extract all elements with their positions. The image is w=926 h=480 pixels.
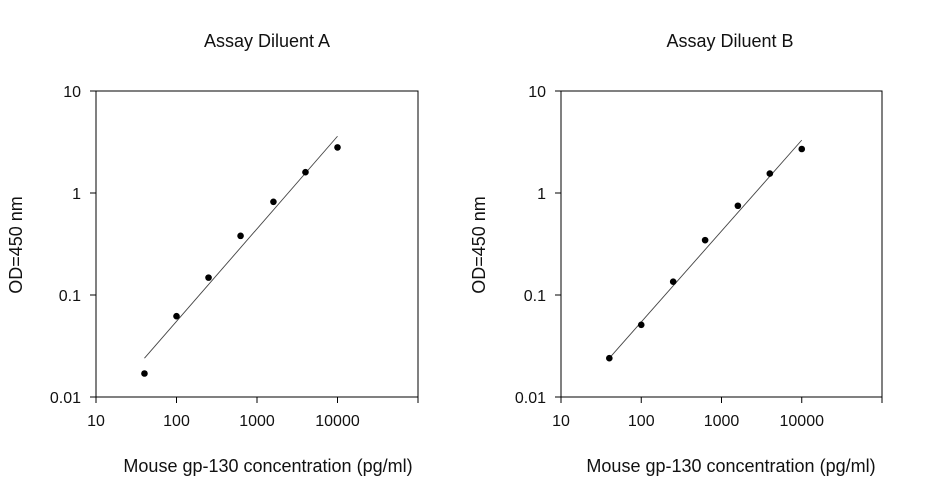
data-point bbox=[173, 312, 180, 320]
y-tick-label: 10 bbox=[63, 84, 81, 101]
plot-frame bbox=[95, 90, 419, 398]
y-axis-label: OD=450 nm bbox=[469, 196, 489, 294]
x-tick-label: 100 bbox=[163, 413, 190, 430]
fit-line bbox=[144, 135, 338, 359]
data-point bbox=[270, 198, 277, 206]
y-tick-label: 0.01 bbox=[515, 390, 546, 407]
plot-area: 10 100 1000 10000 0.01 0.1 1 10 bbox=[515, 84, 883, 430]
y-axis-label: OD=450 nm bbox=[6, 196, 26, 294]
data-point bbox=[798, 145, 806, 153]
data-point bbox=[141, 370, 148, 377]
chart-panel-a: Assay Diluent A OD=450 nm Mouse gp-130 c… bbox=[6, 31, 419, 476]
data-point bbox=[701, 236, 709, 244]
x-tick-label: 10000 bbox=[780, 413, 825, 430]
data-point bbox=[334, 144, 341, 151]
y-tick-label: 10 bbox=[528, 84, 546, 101]
x-tick-label: 10000 bbox=[315, 413, 360, 430]
x-tick-label: 1000 bbox=[239, 413, 275, 430]
data-point bbox=[205, 274, 212, 281]
x-tick-label: 10 bbox=[87, 413, 105, 430]
y-tick-label: 0.01 bbox=[50, 390, 81, 407]
y-tick-label: 1 bbox=[72, 186, 81, 203]
chart-title: Assay Diluent A bbox=[204, 31, 330, 51]
data-point bbox=[669, 278, 677, 286]
x-axis-label: Mouse gp-130 concentration (pg/ml) bbox=[123, 456, 412, 476]
data-point bbox=[734, 202, 742, 210]
x-tick-label: 100 bbox=[628, 413, 655, 430]
data-point bbox=[606, 354, 613, 362]
data-point bbox=[637, 321, 645, 329]
chart-title: Assay Diluent B bbox=[666, 31, 793, 51]
y-tick-label: 0.1 bbox=[524, 288, 546, 305]
data-point bbox=[302, 168, 309, 176]
plot-area: 10 100 1000 10000 0.01 0.1 1 10 bbox=[50, 84, 419, 430]
y-tick-label: 0.1 bbox=[59, 288, 81, 305]
x-tick-label: 1000 bbox=[704, 413, 740, 430]
chart-panel-b: Assay Diluent B OD=450 nm Mouse gp-130 c… bbox=[469, 31, 883, 476]
x-axis-label: Mouse gp-130 concentration (pg/ml) bbox=[586, 456, 875, 476]
y-tick-label: 1 bbox=[537, 186, 546, 203]
x-tick-label: 10 bbox=[552, 413, 570, 430]
data-point bbox=[237, 232, 244, 240]
data-point bbox=[766, 170, 774, 177]
plot-frame bbox=[560, 90, 883, 398]
